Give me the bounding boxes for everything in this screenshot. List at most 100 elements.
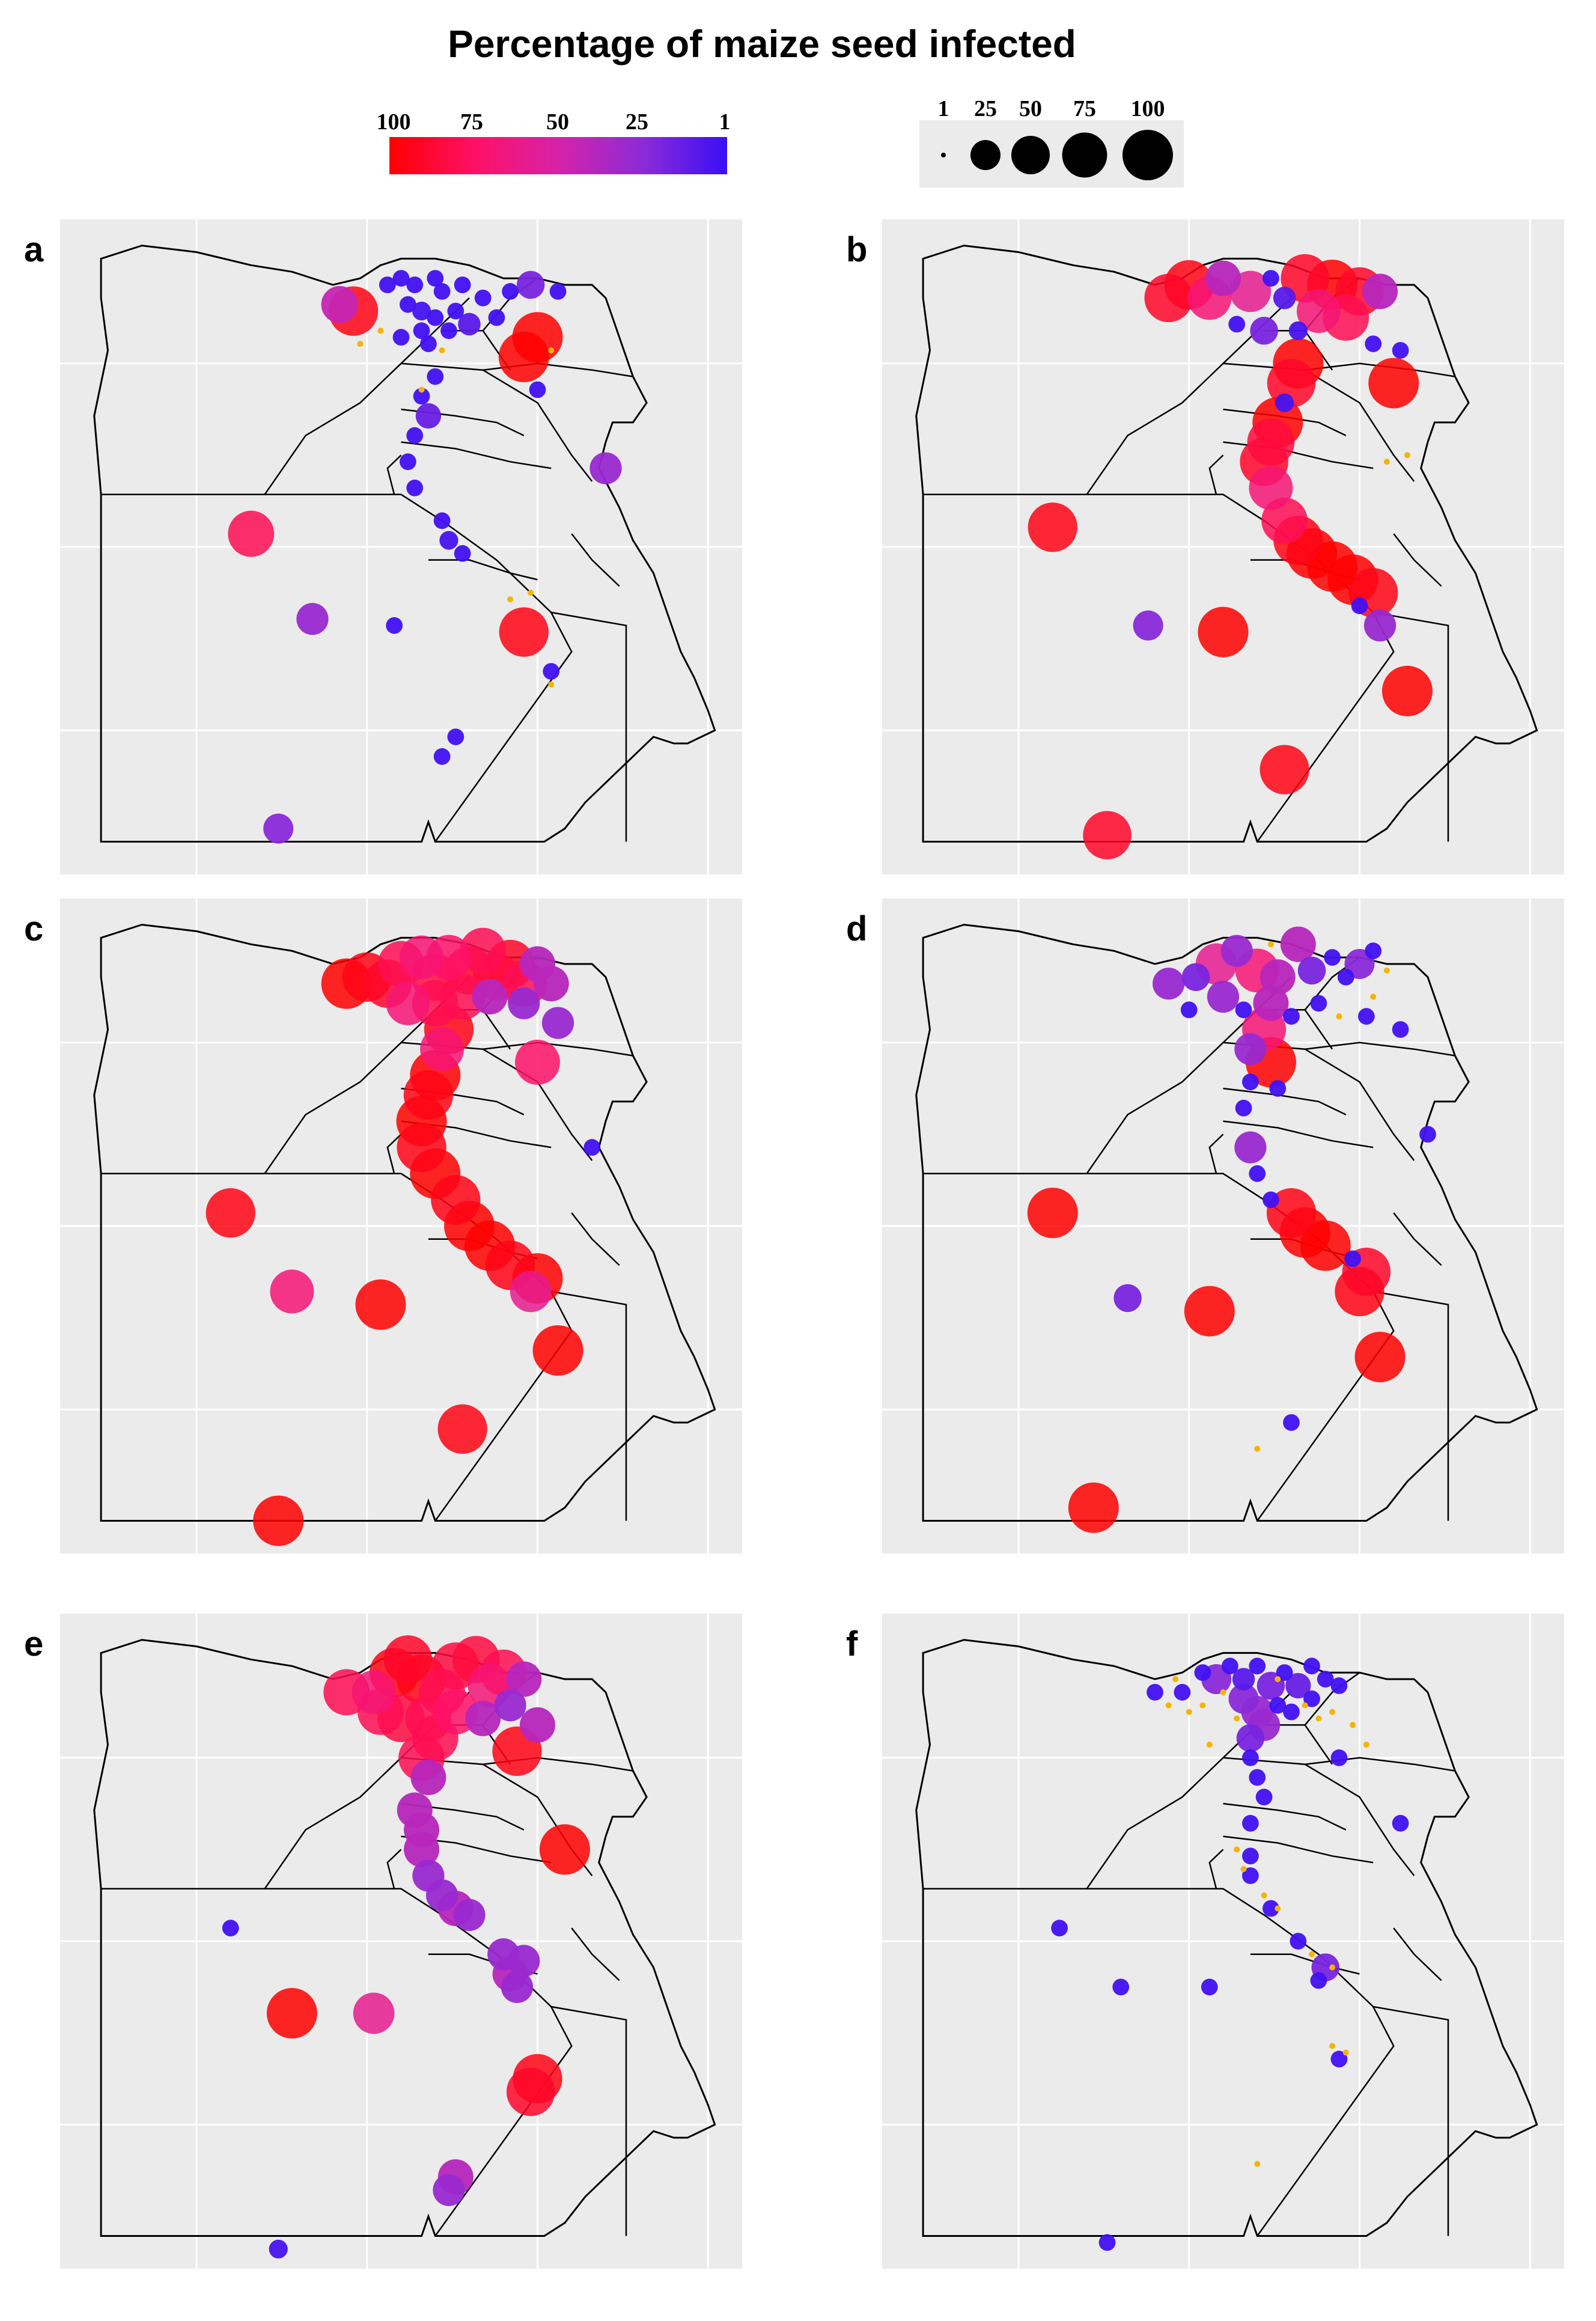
color-tick-label: 1 — [719, 109, 731, 135]
governorate-border — [571, 1212, 620, 1266]
sample-point — [541, 1007, 574, 1039]
sample-point — [377, 328, 384, 334]
sample-point — [1381, 665, 1433, 716]
sample-point — [1234, 1033, 1267, 1066]
governorate-border — [386, 1133, 402, 1174]
sample-point — [386, 981, 430, 1025]
sample-point — [1392, 1814, 1409, 1832]
sample-point — [533, 966, 569, 1002]
sample-point — [519, 1707, 556, 1743]
governorate-border — [571, 533, 620, 587]
sample-point — [508, 1945, 540, 1977]
sample-point — [263, 813, 294, 844]
size-legend-circle — [970, 140, 1001, 170]
sample-point — [1337, 968, 1354, 986]
sample-point — [400, 935, 443, 980]
sample-point — [1383, 459, 1390, 465]
sample-point — [1228, 316, 1246, 333]
sample-point — [433, 512, 451, 529]
sample-point — [1302, 1702, 1308, 1709]
governorate-border — [386, 454, 402, 495]
governorate-border — [428, 559, 538, 581]
sample-point — [1310, 995, 1327, 1012]
sample-point — [1199, 1702, 1206, 1709]
sample-point — [1267, 941, 1274, 948]
sample-point — [420, 335, 437, 352]
governorate-border — [1208, 1133, 1224, 1174]
sample-point — [1068, 1482, 1119, 1533]
sample-point — [1283, 1703, 1300, 1721]
sample-point — [321, 285, 359, 323]
sample-point — [1342, 2049, 1349, 2056]
size-label: 75 — [1073, 96, 1096, 121]
sample-point — [266, 1987, 317, 2039]
sample-point — [403, 1070, 454, 1120]
sample-point — [1273, 287, 1296, 310]
sample-point — [1344, 1250, 1362, 1267]
sample-point — [1330, 2051, 1348, 2068]
sample-point — [453, 1899, 486, 1932]
sample-point — [460, 927, 507, 974]
sample-point — [1269, 1080, 1287, 1097]
governorate-border — [550, 2005, 627, 2236]
sample-point — [1113, 1284, 1142, 1313]
country-outline — [93, 924, 716, 1522]
panel-b: b — [846, 219, 1564, 874]
sample-point — [427, 309, 444, 326]
sample-point — [1275, 1676, 1281, 1682]
size-legend-circle — [1011, 135, 1050, 175]
sample-point — [1249, 466, 1293, 510]
sample-point — [1253, 985, 1289, 1021]
size-legend-circle — [1062, 132, 1107, 178]
sample-point — [543, 663, 560, 680]
sample-point — [515, 1040, 560, 1085]
sample-point — [1275, 393, 1294, 412]
sample-point — [1280, 926, 1316, 962]
size-label: 100 — [1131, 96, 1165, 121]
panel-label: d — [846, 909, 867, 948]
sample-point — [1262, 270, 1279, 287]
sample-point — [1419, 1126, 1436, 1143]
sample-point — [1147, 1683, 1163, 1701]
sample-point — [1275, 1905, 1281, 1912]
sample-point — [1283, 1008, 1300, 1025]
sample-point — [1184, 1286, 1235, 1337]
sample-point — [412, 301, 431, 321]
sample-point — [1300, 1220, 1351, 1271]
size-label: 50 — [1019, 96, 1042, 121]
sample-point — [1247, 418, 1295, 466]
sample-point — [1365, 335, 1382, 352]
sample-point — [433, 2174, 465, 2206]
sample-point — [357, 341, 364, 347]
governorate-border — [1372, 2005, 1449, 2236]
sample-point — [508, 987, 540, 1020]
sample-point — [1174, 1683, 1191, 1701]
sample-point — [516, 270, 545, 299]
sample-point — [454, 545, 471, 562]
governorate-border — [1305, 1042, 1455, 1057]
country-outline — [93, 245, 716, 843]
sample-point — [392, 270, 410, 287]
sample-point — [1028, 502, 1077, 552]
sample-point — [502, 283, 519, 300]
governorate-border — [386, 1849, 402, 1889]
sample-point — [1363, 609, 1396, 642]
sample-point — [222, 1920, 239, 1937]
sample-point — [1303, 1690, 1320, 1707]
sample-point — [1133, 610, 1163, 641]
sample-point — [1220, 1689, 1226, 1695]
governorate-border — [1208, 454, 1224, 495]
size-legend-circle — [941, 153, 946, 157]
sample-point — [488, 309, 505, 326]
color-tick-label: 75 — [460, 109, 483, 135]
sample-point — [539, 1824, 590, 1875]
sample-point — [1242, 1867, 1259, 1884]
governorate-border — [1393, 533, 1442, 587]
governorate-border — [264, 297, 470, 495]
sample-point — [1051, 1920, 1068, 1937]
sample-point — [1098, 2234, 1116, 2251]
sample-point — [1144, 273, 1193, 323]
color-tick-label: 25 — [626, 109, 648, 135]
sample-point — [1027, 1188, 1078, 1239]
sample-point — [1404, 452, 1410, 459]
